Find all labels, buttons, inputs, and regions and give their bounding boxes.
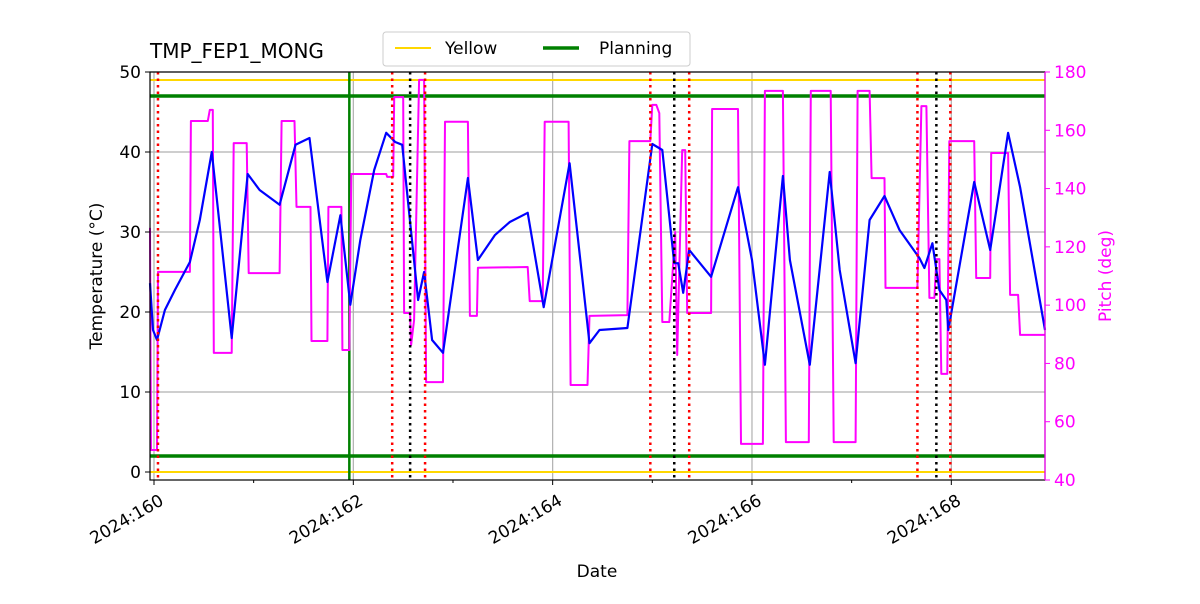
y2-tick-label: 140	[1054, 180, 1086, 200]
legend-box	[382, 31, 691, 67]
y2-tick-label: 100	[1054, 296, 1086, 316]
y2-tick-label: 40	[1054, 471, 1076, 491]
temperature-series-line	[148, 131, 1047, 366]
y2-tick-label: 120	[1054, 238, 1086, 258]
y-tick-label: 10	[119, 383, 141, 403]
y-tick-label: 20	[119, 303, 141, 323]
series	[148, 78, 1047, 451]
y-tick-label: 0	[130, 463, 141, 483]
y2-tick-label: 160	[1054, 121, 1086, 141]
y2-tick-label: 60	[1054, 413, 1076, 433]
legend: Yellow Planning	[382, 31, 691, 67]
y2-axis-label: Pitch (deg)	[1096, 230, 1116, 322]
y-tick-label: 30	[119, 223, 141, 243]
y-axis-label: Temperature (°C)	[87, 203, 107, 351]
pitch-series-line	[149, 78, 1045, 451]
y-tick-label: 40	[119, 143, 141, 163]
y-tick-label: 50	[119, 63, 141, 83]
y2-tick-label: 180	[1054, 63, 1086, 83]
legend-label-planning: Planning	[599, 39, 672, 59]
legend-label-yellow: Yellow	[444, 39, 497, 59]
chart-title: TMP_FEP1_MONG	[149, 39, 324, 63]
y2-tick-label: 80	[1054, 354, 1076, 374]
limit-lines	[150, 72, 1045, 480]
event-lines	[156, 72, 952, 480]
x-axis-label: Date	[577, 562, 618, 582]
